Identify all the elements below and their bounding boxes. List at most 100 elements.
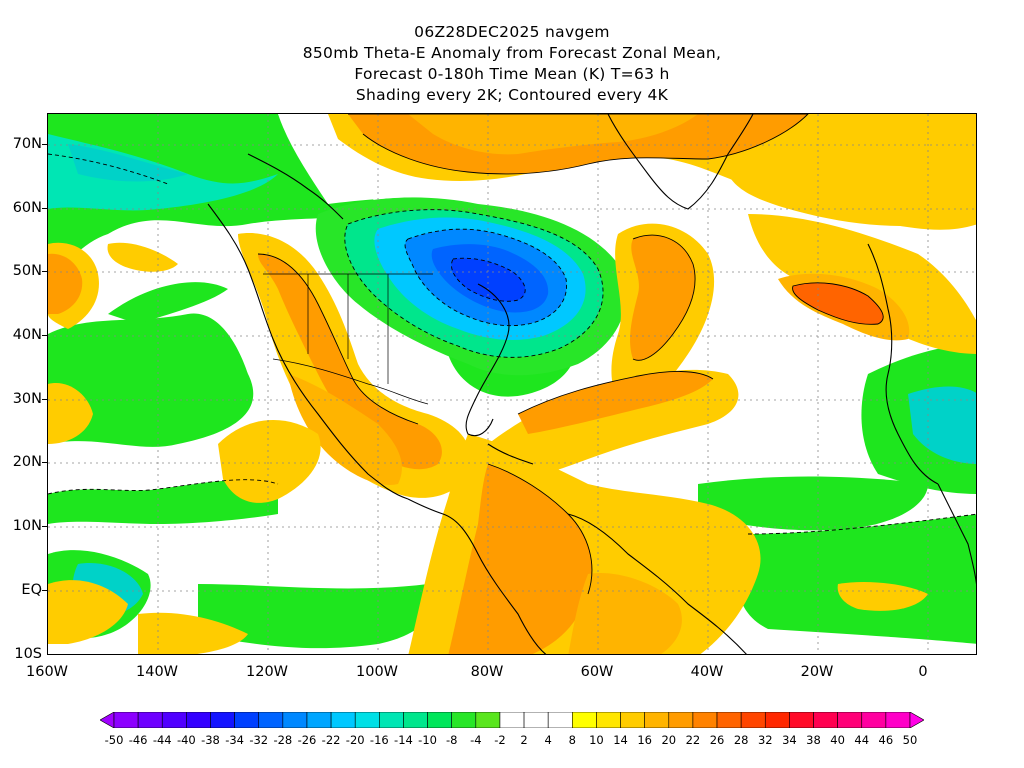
title-line-3: Forecast 0-180h Time Mean (K) T=63 h — [354, 65, 670, 83]
colorbar — [100, 712, 924, 728]
colorbar-label: 14 — [613, 733, 628, 747]
lat-label-50n: 50N — [12, 263, 42, 279]
colorbar-swatch — [716, 712, 742, 728]
colorbar-swatch — [740, 712, 766, 728]
colorbar-label: 22 — [685, 733, 701, 747]
lon-label-60w: 60W — [580, 664, 614, 680]
colorbar-swatch — [330, 712, 356, 728]
colorbar-swatch — [861, 712, 887, 728]
colorbar-swatch — [499, 712, 525, 728]
colorbar-swatch — [789, 712, 814, 728]
colorbar-swatch — [692, 712, 718, 728]
lon-label-20w: 20W — [800, 664, 834, 680]
lat-tick — [42, 271, 47, 272]
colorbar-swatch — [547, 712, 573, 728]
colorbar-swatch — [282, 712, 308, 728]
lon-label-40w: 40W — [690, 664, 724, 680]
title-line-1: 06Z28DEC2025 navgem — [414, 23, 610, 41]
colorbar-label: -10 — [418, 733, 437, 747]
colorbar-label: -2 — [494, 733, 506, 747]
chart-title: 06Z28DEC2025 navgem 850mb Theta-E Anomal… — [0, 22, 1024, 106]
title-line-4: Shading every 2K; Contoured every 4K — [355, 86, 669, 104]
colorbar-swatch — [379, 712, 404, 728]
colorbar-label: 2 — [520, 733, 528, 747]
colorbar-swatch — [403, 712, 428, 728]
colorbar-swatch — [813, 712, 838, 728]
colorbar-label: 4 — [544, 733, 552, 747]
colorbar-label: -40 — [176, 733, 196, 747]
lat-label-10n: 10N — [12, 518, 42, 534]
colorbar-swatch — [523, 712, 549, 728]
colorbar-label: -38 — [201, 733, 220, 747]
lon-label-140w: 140W — [135, 664, 179, 680]
colorbar-label: 46 — [878, 733, 894, 747]
lon-label-120w: 120W — [245, 664, 289, 680]
lat-label-40n: 40N — [12, 327, 42, 343]
colorbar-label: -34 — [225, 733, 244, 747]
colorbar-swatch — [234, 712, 260, 728]
colorbar-label: -22 — [321, 733, 341, 747]
lat-tick — [42, 590, 47, 591]
lat-tick — [42, 335, 47, 336]
colorbar-label: -26 — [297, 733, 317, 747]
colorbar-label: 8 — [568, 733, 576, 747]
colorbar-swatch — [186, 712, 211, 728]
colorbar-label: 38 — [806, 733, 821, 747]
colorbar-label: 10 — [589, 733, 604, 747]
colorbar-label: 40 — [830, 733, 845, 747]
colorbar-swatch — [137, 712, 163, 728]
lat-label-10s: 10S — [14, 646, 42, 662]
lat-label-70n: 70N — [12, 136, 42, 152]
colorbar-label: -46 — [128, 733, 148, 747]
colorbar-label: -16 — [369, 733, 389, 747]
colorbar-swatch — [620, 712, 645, 728]
lat-label-30n: 30N — [12, 391, 42, 407]
colorbar-label: -14 — [394, 733, 413, 747]
colorbar-swatch — [837, 712, 863, 728]
colorbar-swatch — [451, 712, 477, 728]
colorbar-swatch — [596, 712, 621, 728]
colorbar-label: -44 — [152, 733, 172, 747]
colorbar-swatch — [354, 712, 380, 728]
map-panel — [47, 113, 977, 655]
colorbar-swatch — [764, 712, 790, 728]
colorbar-swatch — [668, 712, 694, 728]
title-line-2: 850mb Theta-E Anomaly from Forecast Zona… — [302, 44, 722, 62]
colorbar-label: -32 — [249, 733, 269, 747]
colorbar-swatch — [161, 712, 187, 728]
colorbar-label: 34 — [782, 733, 797, 747]
lat-tick — [42, 208, 47, 209]
colorbar-label: 20 — [661, 733, 677, 747]
lon-label-80w: 80W — [470, 664, 504, 680]
lat-label-eq: EQ — [21, 582, 42, 598]
lat-label-60n: 60N — [12, 200, 42, 216]
lat-tick — [42, 526, 47, 527]
colorbar-label: 32 — [757, 733, 773, 747]
lat-tick — [42, 399, 47, 400]
lon-label-100w: 100W — [355, 664, 399, 680]
colorbar-label: -8 — [445, 733, 458, 747]
colorbar-swatch — [306, 712, 332, 728]
colorbar-label: -28 — [273, 733, 293, 747]
colorbar-label: -4 — [470, 733, 482, 747]
lat-tick — [42, 144, 47, 145]
colorbar-swatch — [475, 712, 501, 728]
colorbar-swatch — [644, 712, 670, 728]
colorbar-arrow-min — [100, 712, 115, 728]
colorbar-swatch — [885, 712, 911, 728]
colorbar-swatch — [258, 712, 284, 728]
colorbar-label: -50 — [104, 733, 124, 747]
colorbar-swatch — [427, 712, 452, 728]
colorbar-swatch — [210, 712, 235, 728]
colorbar-swatch — [572, 712, 597, 728]
anomaly-map — [48, 114, 976, 654]
colorbar-label: 44 — [854, 733, 870, 747]
colorbar-swatch — [113, 712, 139, 728]
lon-label-0: 0 — [918, 664, 928, 680]
colorbar-label: 28 — [733, 733, 749, 747]
lon-label-160w: 160W — [25, 664, 69, 680]
colorbar-label: 50 — [902, 733, 918, 747]
lat-tick — [42, 462, 47, 463]
colorbar-arrow-max — [909, 712, 924, 728]
colorbar-label: 16 — [637, 733, 652, 747]
